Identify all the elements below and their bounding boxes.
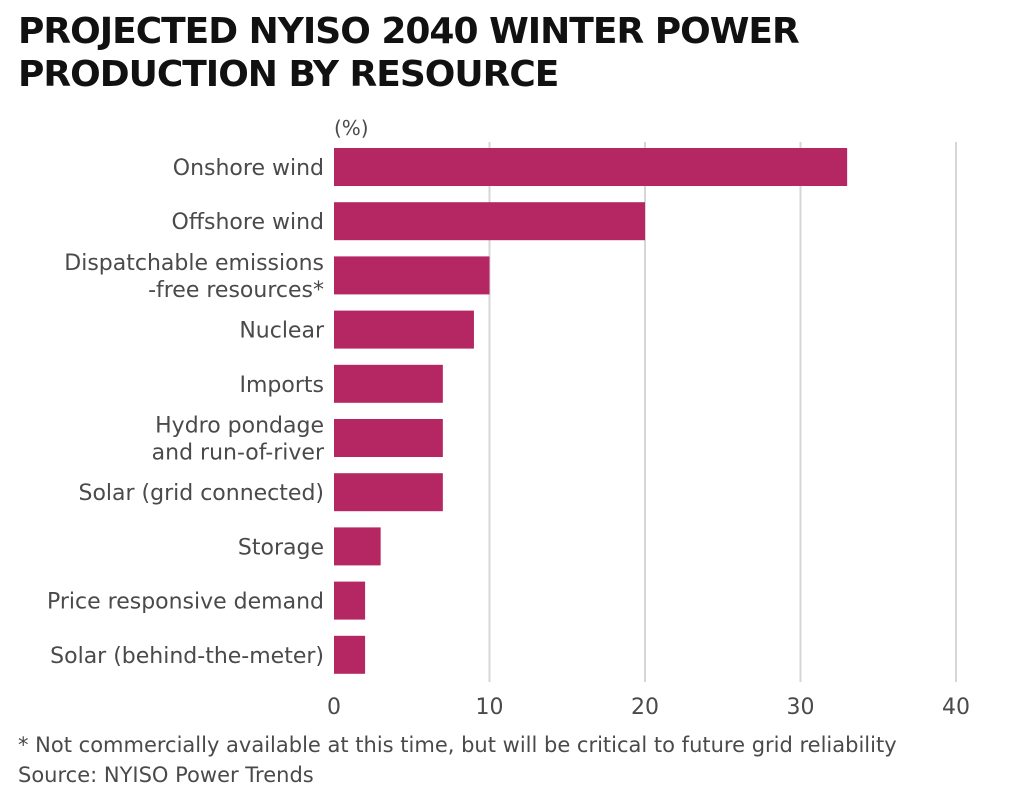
category-label-2-line-2: -free resources* bbox=[148, 278, 324, 303]
category-label-6: Solar (grid connected) bbox=[78, 481, 324, 506]
bar-chart: Onshore wind Offshore wind Dispatchable em… bbox=[47, 116, 970, 720]
bar-3 bbox=[334, 310, 474, 349]
x-axis-ticks: 0 10 20 30 40 bbox=[327, 695, 970, 720]
unit-label: (%) bbox=[334, 116, 369, 140]
x-tick-label-20: 20 bbox=[631, 695, 659, 720]
category-label-2-line-1: Dispatchable emissions bbox=[64, 251, 324, 276]
category-label-5-line-2: and run-of-river bbox=[152, 441, 325, 466]
category-labels: Onshore wind Offshore wind Dispatchable em… bbox=[47, 156, 325, 669]
category-label-3: Nuclear bbox=[239, 319, 325, 344]
bars bbox=[334, 148, 848, 674]
bar-1 bbox=[334, 202, 645, 241]
category-label-5-line-1: Hydro pondage bbox=[155, 414, 324, 439]
footnote: * Not commercially available at this tim… bbox=[18, 733, 897, 757]
source-note: Source: NYISO Power Trends bbox=[18, 763, 314, 787]
category-label-0: Onshore wind bbox=[173, 156, 324, 181]
chart-title-line-2: PRODUCTION BY RESOURCE bbox=[18, 54, 559, 95]
category-label-4: Imports bbox=[240, 373, 324, 398]
bar-4 bbox=[334, 364, 443, 403]
x-tick-label-10: 10 bbox=[476, 695, 504, 720]
bar-7 bbox=[334, 527, 381, 566]
bar-2 bbox=[334, 256, 490, 295]
bar-0 bbox=[334, 148, 848, 186]
bar-8 bbox=[334, 581, 366, 620]
chart-title-line-1: PROJECTED NYISO 2040 WINTER POWER bbox=[18, 11, 800, 52]
category-label-9: Solar (behind-the-meter) bbox=[50, 644, 324, 669]
bar-5 bbox=[334, 419, 443, 457]
category-label-1: Offshore wind bbox=[172, 210, 324, 235]
bar-9 bbox=[334, 635, 366, 674]
x-tick-label-30: 30 bbox=[787, 695, 815, 720]
x-tick-label-40: 40 bbox=[942, 695, 970, 720]
category-label-8: Price responsive demand bbox=[47, 590, 324, 615]
chart-title: PROJECTED NYISO 2040 WINTER POWER PRODUC… bbox=[18, 10, 918, 96]
category-label-7: Storage bbox=[238, 535, 324, 560]
bar-6 bbox=[334, 473, 443, 512]
x-tick-label-0: 0 bbox=[327, 695, 341, 720]
